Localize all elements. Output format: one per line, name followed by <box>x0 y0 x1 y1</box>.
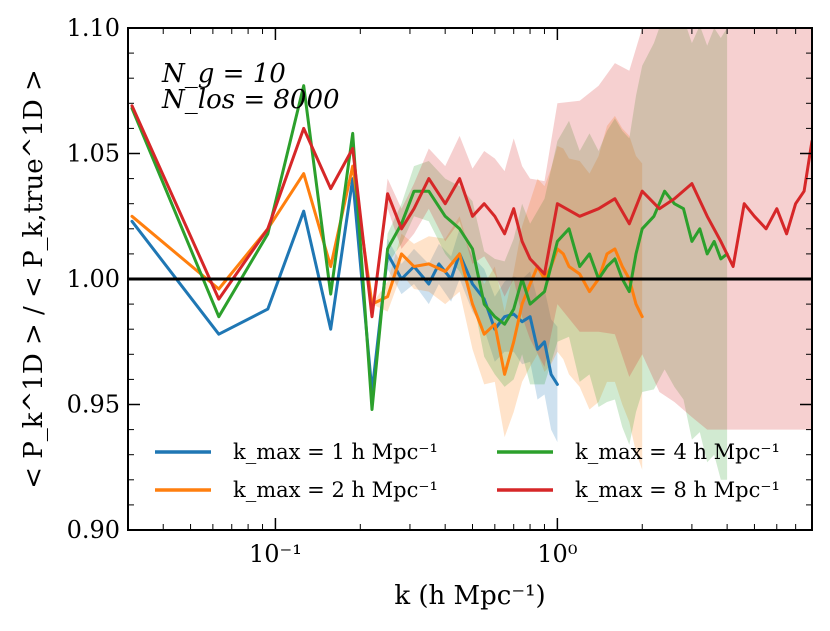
x-axis-label: k (h Mpc⁻¹) <box>394 581 545 611</box>
series-3-line <box>130 84 729 411</box>
legend-label-2: k_max = 2 h Mpc⁻¹ <box>233 478 438 502</box>
axis-ticks <box>127 27 813 531</box>
legend-label-4: k_max = 8 h Mpc⁻¹ <box>575 478 780 502</box>
legend-label-1: k_max = 1 h Mpc⁻¹ <box>233 440 438 464</box>
x-tick-label: 10⁰ <box>537 540 577 568</box>
x-tick-label: 10⁻¹ <box>249 540 302 568</box>
series-4-band <box>132 28 812 430</box>
legend: k_max = 1 h Mpc⁻¹ k_max = 4 h Mpc⁻¹ k_max … <box>155 440 780 502</box>
axis-tick-labels: 0.90 0.95 1.00 1.05 1.10 10⁻¹ 10⁰ <box>67 14 578 568</box>
series-4-line <box>130 104 812 319</box>
y-axis-label: < P_k^1D > / < P_k,true^1D > <box>19 69 49 489</box>
y-tick-label: 1.00 <box>67 265 120 293</box>
y-tick-label: 0.95 <box>67 391 120 419</box>
annotation-nlos: N_los = 8000 <box>161 85 340 115</box>
y-tick-label: 0.90 <box>67 516 120 544</box>
y-tick-label: 1.10 <box>67 14 120 42</box>
annotation-ng: N_g = 10 <box>161 59 286 89</box>
series-2-band <box>132 115 643 470</box>
legend-label-3: k_max = 4 h Mpc⁻¹ <box>575 440 780 464</box>
series-1-band <box>132 178 558 443</box>
uncertainty-bands <box>132 28 812 480</box>
y-tick-label: 1.05 <box>67 140 120 168</box>
series-3-band <box>132 28 728 480</box>
